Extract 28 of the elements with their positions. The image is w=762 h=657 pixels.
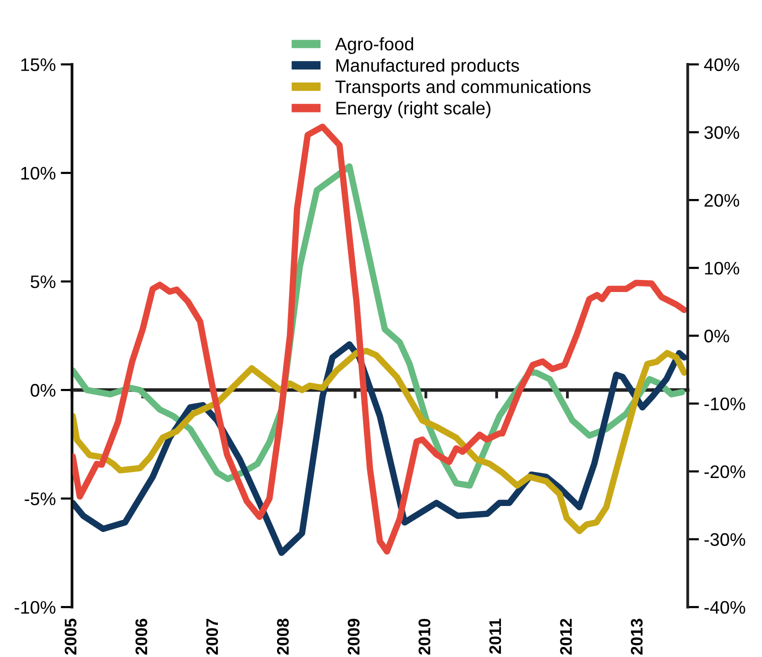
x-tick-label: 2008 (276, 618, 289, 655)
x-tick-label: 2010 (418, 618, 430, 655)
y2-tick-label: 30% (704, 126, 740, 139)
y-tick-label: -5% (24, 492, 56, 506)
y-tick-label: 0% (30, 384, 56, 397)
y2-tick-label: -10% (704, 397, 746, 410)
y2-tick-label: 0% (704, 330, 730, 342)
x-tick-label: 2006 (135, 618, 148, 655)
y-tick-label: 5% (30, 275, 56, 288)
x-tick-label: 2007 (206, 618, 218, 655)
legend-label: Manufactured products (336, 58, 520, 76)
y2-tick-label: 40% (704, 58, 740, 72)
legend-label: Energy (right scale) (336, 101, 490, 118)
y2-tick-label: -30% (704, 533, 746, 546)
x-tick-label: 2013 (630, 618, 643, 655)
legend-label: Transports and communications (335, 80, 591, 97)
y2-tick-label: -40% (704, 601, 746, 614)
x-tick-label: 2005 (64, 618, 76, 655)
y2-tick-label: -20% (704, 465, 746, 478)
y-tick-label: 10% (21, 166, 56, 180)
y-tick-label: -10% (14, 601, 56, 614)
y-tick-label: 15% (21, 58, 56, 72)
legend-label: Agro-food (335, 37, 414, 54)
x-tick-label: 2012 (560, 618, 572, 655)
x-tick-label: 2009 (348, 618, 360, 655)
x-tick-label: 2011 (489, 618, 502, 654)
y2-tick-label: 20% (704, 194, 740, 207)
y2-tick-label: 10% (705, 262, 740, 275)
